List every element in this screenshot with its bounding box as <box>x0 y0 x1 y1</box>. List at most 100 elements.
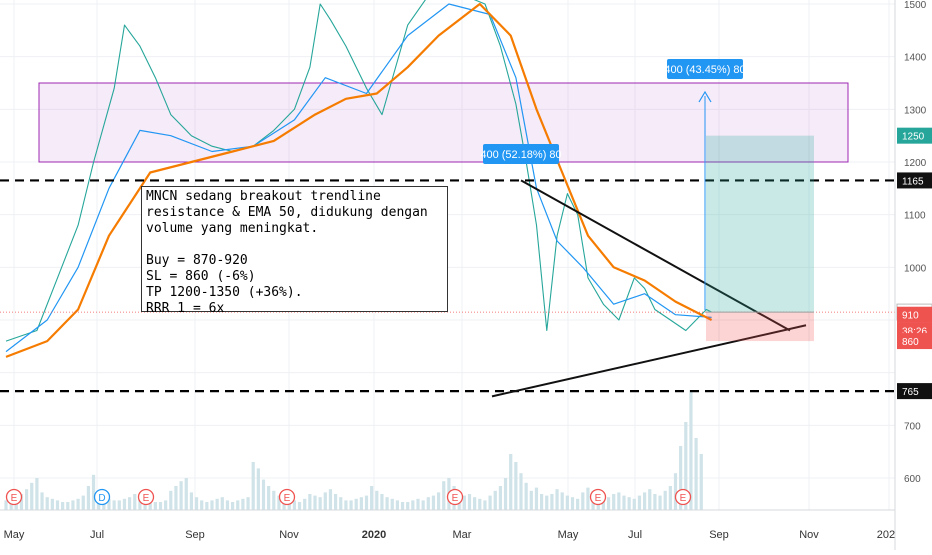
x-tick-label: May <box>558 529 579 541</box>
volume-bar <box>442 481 446 510</box>
volume-bar <box>622 495 626 510</box>
volume-bar <box>61 502 65 510</box>
series-line-ema-50 <box>5 2 713 358</box>
volume-bar <box>385 497 389 510</box>
volume-bar <box>148 500 152 510</box>
volume-bar <box>323 492 327 510</box>
volume-bar <box>297 502 302 510</box>
svg-text:E: E <box>143 493 150 504</box>
svg-text:860: 860 <box>902 337 919 348</box>
dividend-marker-icon[interactable]: D <box>93 488 111 506</box>
measurement-label-2[interactable]: 400 (43.45%) 80 <box>664 59 746 79</box>
svg-text:910: 910 <box>902 311 919 322</box>
svg-text:E: E <box>284 493 291 504</box>
resistance-trendline[interactable] <box>520 179 791 332</box>
support-trendline[interactable] <box>491 324 807 398</box>
volume-bar <box>50 498 54 510</box>
stop-zone[interactable] <box>706 312 814 342</box>
horizontal-levels[interactable] <box>0 179 895 393</box>
y-tick-label: 700 <box>904 421 921 432</box>
volume-bar <box>76 498 80 510</box>
volume-bar <box>658 495 662 510</box>
volume-bar <box>679 446 683 510</box>
x-tick-label: Jul <box>628 529 642 541</box>
volume-bar <box>189 492 193 510</box>
volume-bar <box>534 487 539 510</box>
price-label[interactable]: 1165 <box>897 172 932 189</box>
volume-bar <box>503 478 508 510</box>
earnings-marker-icon[interactable]: E <box>5 488 23 506</box>
volume-bar <box>184 478 188 510</box>
trendlines[interactable] <box>491 179 807 398</box>
volume-bar <box>277 495 281 510</box>
volume-bar <box>179 481 183 510</box>
resistance-zone-box[interactable] <box>38 82 849 163</box>
earnings-marker-icon[interactable]: E <box>674 488 692 506</box>
volume-bar <box>411 500 415 510</box>
volume-bar <box>55 500 60 510</box>
earnings-marker-icon[interactable]: E <box>589 488 607 506</box>
price-label[interactable]: 1250 <box>897 127 932 144</box>
svg-text:765: 765 <box>902 387 919 398</box>
volume-bar <box>581 492 585 510</box>
arrow-up-icon <box>698 90 712 103</box>
price-label[interactable]: 765 <box>897 383 932 400</box>
volume-bar <box>576 498 580 510</box>
volume-bar <box>200 500 204 510</box>
earnings-marker-icon[interactable]: E <box>446 488 464 506</box>
price-label[interactable]: 860 <box>897 333 932 350</box>
y-tick-label: 1300 <box>904 105 927 116</box>
volume-bar <box>169 490 173 510</box>
volume-bar <box>467 494 472 510</box>
volume-bar <box>637 495 642 510</box>
x-tick-label: 2020 <box>362 529 386 541</box>
svg-text:400 (43.45%) 80: 400 (43.45%) 80 <box>664 64 745 76</box>
volume-bar <box>689 390 693 510</box>
analysis-note[interactable]: MNCN sedang breakout trendline resistanc… <box>141 186 448 316</box>
volume-bar <box>509 454 513 510</box>
volume-bar <box>215 498 219 510</box>
volume-bar <box>303 498 307 510</box>
volume-bar <box>313 495 317 510</box>
volume-bar <box>231 502 235 510</box>
x-tick-label: May <box>4 529 25 541</box>
svg-text:1165: 1165 <box>902 176 924 187</box>
earnings-marker-icon[interactable]: E <box>278 488 296 506</box>
volume-bar <box>251 462 255 510</box>
volume-bar <box>586 487 590 510</box>
long-position-tool[interactable] <box>706 135 814 342</box>
earnings-marker-icon[interactable]: E <box>137 488 155 506</box>
volume-bar <box>153 502 157 510</box>
volume-bar <box>529 490 533 510</box>
volume-bar <box>627 497 631 510</box>
volume-bar <box>462 495 466 510</box>
resistance-zone-layer <box>38 82 849 163</box>
volume-bar <box>395 500 399 510</box>
volume-bar <box>493 490 497 510</box>
x-axis: May Jul Sep Nov 2020 Mar May Jul Sep Nov 2021 <box>0 509 901 541</box>
volume-bar <box>364 495 369 510</box>
volume-bar <box>205 502 209 510</box>
volume-bar <box>349 500 353 510</box>
volume-bar <box>328 489 333 510</box>
volume-bar <box>261 479 266 510</box>
volume-bar <box>653 494 657 510</box>
volume-bar <box>71 500 75 510</box>
target-zone[interactable] <box>706 135 814 313</box>
svg-text:E: E <box>680 493 687 504</box>
volume-bar <box>375 490 379 510</box>
svg-text:38:26: 38:26 <box>902 327 927 338</box>
volume-bar <box>359 497 363 510</box>
volume-bar <box>632 498 636 510</box>
price-label[interactable]: 910 <box>897 306 932 323</box>
measurement-label-1[interactable]: 400 (52.18%) 80 <box>480 144 562 164</box>
volume-bar <box>426 497 430 510</box>
measurement-labels[interactable]: 400 (52.18%) 80 400 (43.45%) 80 <box>480 59 746 310</box>
volume-bar <box>66 502 70 510</box>
volume-bar <box>416 498 420 510</box>
volume-bar <box>292 500 296 510</box>
volume-bar <box>210 500 214 510</box>
